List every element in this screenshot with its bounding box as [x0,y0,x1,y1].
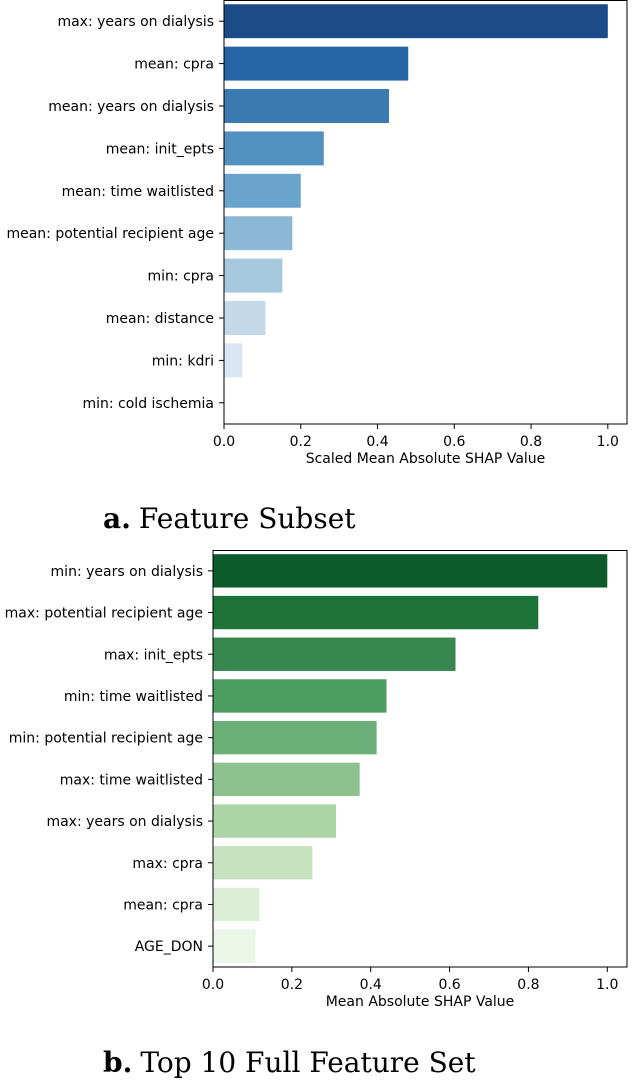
chart-b-bar [213,804,337,838]
chart-a-x-tick-label: 0.8 [520,434,542,450]
chart-a-axes-frame [223,0,628,425]
chart-b-bar [213,762,360,797]
chart-b-bar [213,637,456,671]
caption-b-text: Top 10 Full Feature Set [140,1046,476,1079]
chart-b-axes-frame [212,550,628,968]
chart-a-category-label: min: cold ischemia [82,396,214,412]
chart-b-category-label: max: init_epts [104,647,203,663]
chart-b-category-label: max: cpra [132,856,203,872]
chart-b-bar [213,554,608,588]
chart-a-x-tick-label: 0.6 [443,434,465,450]
chart-b-category-label: min: years on dialysis [51,564,203,580]
chart-b-x-tick-label: 0.6 [438,977,460,993]
chart-b-x-tick-label: 1.0 [596,977,618,993]
chart-b-x-tick-label: 0.8 [517,977,539,993]
chart-a-x-tick-label: 0.4 [366,434,388,450]
chart-b-category-label: max: years on dialysis [46,814,203,830]
chart-a-bar [224,46,409,81]
chart-a-x-tick-label: 0.0 [213,434,235,450]
chart-b-category-label: min: potential recipient age [9,731,203,747]
chart-a-category-label: mean: potential recipient age [6,226,214,242]
chart-b-category-label: max: time waitlisted [60,772,203,788]
chart-b-bar [213,679,387,713]
chart-b-bar [213,887,260,922]
chart-a-category-label: min: kdri [152,353,214,369]
chart-a-x-tick-label: 0.2 [290,434,312,450]
chart-b-bar [213,720,377,755]
chart-a-category-label: mean: distance [106,311,214,327]
chart-b-x-tick-label: 0.2 [281,977,303,993]
chart-a-x-tick-label: 1.0 [597,434,619,450]
chart-a-bar [224,258,283,293]
chart-a-bar [224,4,608,39]
chart-a-bar [224,89,390,123]
chart-a-category-label: mean: init_epts [106,141,214,157]
chart-a-bar [224,301,266,335]
chart-b-top10-full-feature-set: min: years on dialysis max: potential rec… [5,550,628,1010]
chart-b-bar [213,929,256,963]
chart-a-category-label: mean: time waitlisted [62,184,214,200]
caption-b: b. Top 10 Full Feature Set [103,1046,476,1079]
chart-a-category-label: mean: years on dialysis [48,99,214,115]
chart-a-bar [224,131,324,166]
chart-a-category-label: mean: cpra [134,57,214,73]
caption-a: a. Feature Subset [103,502,356,535]
chart-a-feature-subset: max: years on dialysis mean: cpra mean: ye… [6,0,628,467]
chart-a-category-label: max: years on dialysis [57,14,214,30]
chart-b-category-label: min: time waitlisted [64,689,203,705]
chart-b-bar [213,846,313,880]
chart-b-x-axis-label: Mean Absolute SHAP Value [326,994,515,1010]
chart-a-bar [224,216,293,251]
chart-b-category-label: mean: cpra [123,897,203,913]
chart-b-x-tick-label: 0.4 [360,977,382,993]
chart-a-bar [224,173,301,208]
chart-b-category-label: max: potential recipient age [5,606,203,622]
caption-a-letter: a. [103,502,131,535]
chart-b-category-label: AGE_DON [135,939,203,955]
chart-b-bar [213,595,539,630]
caption-b-letter: b. [103,1046,133,1079]
chart-a-x-axis-label: Scaled Mean Absolute SHAP Value [306,451,546,467]
chart-a-category-label: min: cpra [148,269,215,285]
caption-a-text: Feature Subset [138,502,356,535]
chart-b-x-tick-label: 0.0 [202,977,224,993]
chart-a-bar [224,343,243,378]
